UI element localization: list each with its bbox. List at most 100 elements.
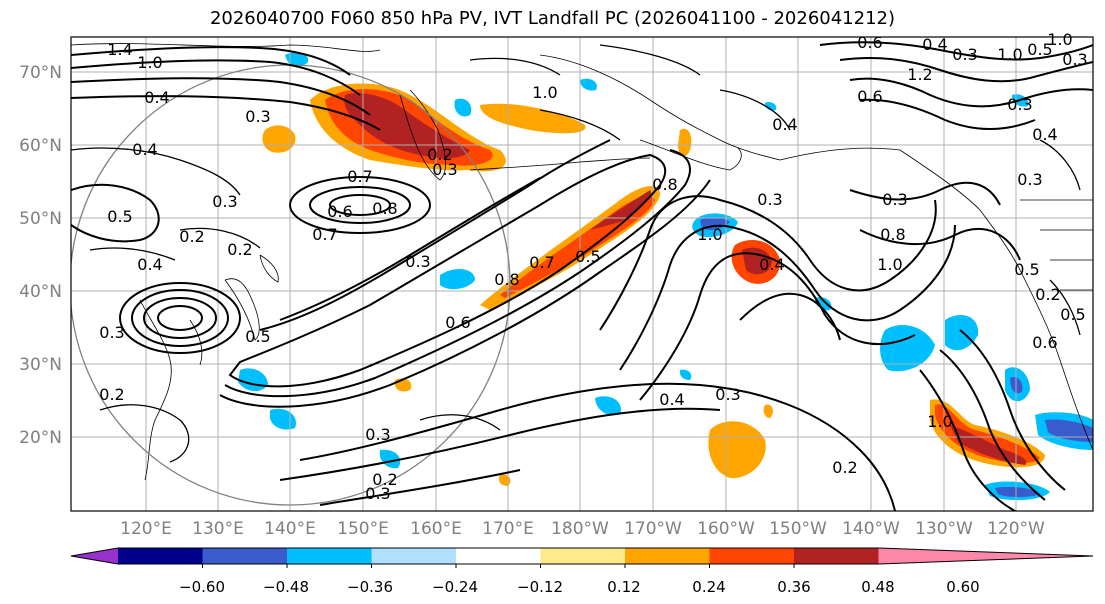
contour-label: 1.2 xyxy=(907,65,932,84)
contour-label: 0.5 xyxy=(245,327,270,346)
contour-label: 0.3 xyxy=(1017,170,1042,189)
colorbar-tick-label: −0.12 xyxy=(517,578,563,596)
contour-label: 0.8 xyxy=(652,175,677,194)
contour-label: 0.3 xyxy=(99,323,124,342)
contour-labels: 1.41.00.40.30.40.50.30.20.40.70.6 0.80.70… xyxy=(99,30,1087,503)
lon-label-130e: 130°E xyxy=(192,519,244,539)
contour-label: 1.0 xyxy=(137,53,162,72)
contour-label: 0.3 xyxy=(1007,95,1032,114)
lon-label-150e: 150°E xyxy=(337,519,389,539)
contour-label: 0.3 xyxy=(212,192,237,211)
colorbar-extend-min xyxy=(71,548,118,564)
contour-label: 0.2 xyxy=(227,240,252,259)
contour-label: 1.0 xyxy=(1047,30,1072,49)
colorbar-outline xyxy=(70,547,1094,565)
contour-label: 0.7 xyxy=(347,167,372,186)
shaded-anomalies xyxy=(238,52,1093,501)
contour-label: 1.4 xyxy=(107,40,132,59)
contour-label: 0.5 xyxy=(1014,260,1039,279)
contour-label: 0.3 xyxy=(952,45,977,64)
colorbar-segment xyxy=(118,548,203,564)
contour-label: 0.8 xyxy=(372,199,397,218)
contour-label: 0.3 xyxy=(882,190,907,209)
contour-label: 0.5 xyxy=(575,247,600,266)
colorbar-segment xyxy=(709,548,795,564)
contour-label: 0.2 xyxy=(372,470,397,489)
contour-label: 1.0 xyxy=(877,255,902,274)
colorbar-segment xyxy=(287,548,372,564)
colorbar-tick-label: 0.12 xyxy=(607,578,640,596)
lat-label-40n: 40°N xyxy=(19,282,62,302)
colorbar-tick-label: −0.60 xyxy=(179,578,225,596)
contour-label: 0.5 xyxy=(1060,305,1085,324)
lon-label-120e: 120°E xyxy=(120,519,172,539)
colorbar-segment xyxy=(456,548,541,564)
contour-label: 0.3 xyxy=(432,160,457,179)
contour-label: 0.5 xyxy=(1027,40,1052,59)
contour-label: 0.2 xyxy=(1035,285,1060,304)
lon-label-160w: 160°W xyxy=(697,519,755,539)
contour-label: 0.2 xyxy=(99,385,124,404)
chart-title: 2026040700 F060 850 hPa PV, IVT Landfall… xyxy=(209,8,896,29)
colorbar-tick-label: 0.48 xyxy=(861,578,894,596)
colorbar xyxy=(70,547,1094,568)
contour-label: 1.0 xyxy=(532,83,557,102)
contour-label: 0.6 xyxy=(857,87,882,106)
contour-label: 0.6 xyxy=(857,33,882,52)
lon-label-150w: 150°W xyxy=(769,519,827,539)
contour-label: 1.0 xyxy=(997,45,1022,64)
contour-label: 0.6 xyxy=(445,313,470,332)
lon-label-140w: 140°W xyxy=(842,519,900,539)
lon-label-140e: 140°E xyxy=(264,519,316,539)
contour-label: 0.4 xyxy=(132,140,157,159)
colorbar-segment xyxy=(794,548,879,564)
contour-label: 0.2 xyxy=(427,145,452,164)
contours xyxy=(71,41,1093,511)
contour-label: 1.0 xyxy=(697,225,722,244)
contour-label: 0.6 xyxy=(1032,333,1057,352)
longitude-labels: 120°E 130°E 140°E 150°E 160°E 170°E 180°… xyxy=(120,519,1045,539)
contour-label: 0.4 xyxy=(659,390,684,409)
colorbar-extend-max xyxy=(878,548,1093,564)
contour-label: 0.2 xyxy=(832,458,857,477)
contour-label: 0.4 xyxy=(137,255,162,274)
colorbar-segment xyxy=(202,548,288,564)
colorbar-tick-label: 0.60 xyxy=(946,578,979,596)
graticule xyxy=(71,37,1093,511)
colorbar-tick-label: −0.48 xyxy=(263,578,309,596)
map-panel xyxy=(71,37,1093,511)
contour-label: 0.3 xyxy=(757,190,782,209)
contour-label: 0.3 xyxy=(715,385,740,404)
contour-label: 0.4 xyxy=(772,115,797,134)
contour-label: 0.8 xyxy=(494,270,519,289)
lat-label-50n: 50°N xyxy=(19,209,62,229)
lon-label-170w: 170°W xyxy=(624,519,682,539)
colorbar-tick-label: −0.36 xyxy=(347,578,393,596)
colorbar-segment xyxy=(625,548,710,564)
contour-label: 0.2 xyxy=(179,227,204,246)
contour-label: 0.3 xyxy=(405,252,430,271)
colorbar-tick-label: 0.24 xyxy=(692,578,725,596)
lat-label-20n: 20°N xyxy=(19,428,62,448)
contour-label: 0.8 xyxy=(880,225,905,244)
contour-label: 0.3 xyxy=(365,484,390,503)
contour-label: 0.4 xyxy=(1032,125,1057,144)
contour-label: 0.3 xyxy=(245,107,270,126)
coastlines xyxy=(71,43,1093,481)
colorbar-tick-label: −0.24 xyxy=(432,578,478,596)
lon-label-160e: 160°E xyxy=(410,519,462,539)
lat-label-70n: 70°N xyxy=(19,63,62,83)
contour-label: 0.3 xyxy=(365,425,390,444)
lon-label-120w: 120°W xyxy=(987,519,1045,539)
colorbar-ticks: −0.60 −0.48 −0.36 −0.24 −0.12 0.12 0.24 … xyxy=(179,578,980,596)
map-border xyxy=(70,36,1094,512)
contour-label: 0.7 xyxy=(312,225,337,244)
contour-label: 0.6 xyxy=(327,202,352,221)
colorbar-tick-label: 0.36 xyxy=(777,578,810,596)
contour-label: 0.4 xyxy=(759,255,784,274)
lon-label-130w: 130°W xyxy=(915,519,973,539)
colorbar-segment xyxy=(371,548,457,564)
contour-label: 0.4 xyxy=(922,35,947,54)
lat-label-30n: 30°N xyxy=(19,355,62,375)
